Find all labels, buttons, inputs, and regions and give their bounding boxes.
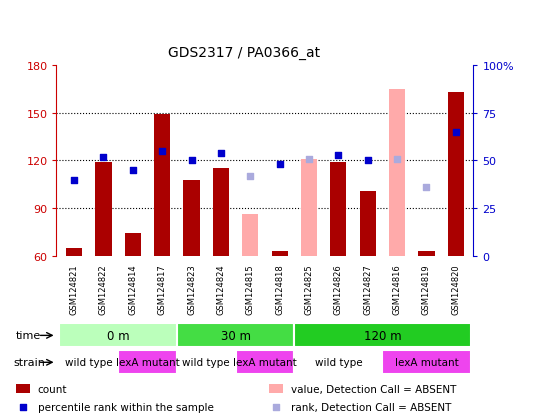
Bar [242,215,258,256]
Text: value, Detection Call = ABSENT: value, Detection Call = ABSENT [291,384,456,394]
Point [451,129,460,136]
Text: time: time [16,330,41,341]
Bar [269,384,284,393]
Text: GSM124820: GSM124820 [451,264,461,314]
Text: GSM124827: GSM124827 [363,264,372,314]
Text: lexA mutant: lexA mutant [116,357,179,368]
Point [187,158,196,164]
Bar [59,323,177,348]
Point [246,173,254,180]
Bar [330,163,346,256]
Text: GSM124825: GSM124825 [305,264,314,314]
Bar [294,350,383,375]
Bar [389,90,405,256]
Text: GSM124815: GSM124815 [246,264,255,314]
Bar [177,323,294,348]
Bar [125,234,141,256]
Text: GSM124826: GSM124826 [334,264,343,314]
Bar [183,180,200,256]
Bar [118,350,177,375]
Text: count: count [38,384,67,394]
Text: lexA mutant: lexA mutant [394,357,458,368]
Bar [59,350,118,375]
Text: wild type: wild type [65,357,112,368]
Text: GSM124819: GSM124819 [422,264,431,314]
Point [334,152,343,159]
Text: 30 m: 30 m [221,329,251,342]
Bar [360,191,376,256]
Point [99,154,108,161]
Text: 120 m: 120 m [364,329,401,342]
Bar [272,251,288,256]
Text: GDS2317 / PA0366_at: GDS2317 / PA0366_at [168,46,320,60]
Point [129,167,137,174]
Bar [177,350,236,375]
Point [305,156,313,162]
Bar [301,159,317,256]
Bar [294,323,471,348]
Point [422,184,431,191]
Point [158,148,166,155]
Text: wild type: wild type [182,357,230,368]
Text: rank, Detection Call = ABSENT: rank, Detection Call = ABSENT [291,402,451,413]
Point [70,177,79,183]
Point [364,158,372,164]
Text: GSM124816: GSM124816 [393,264,401,314]
Text: percentile rank within the sample: percentile rank within the sample [38,402,214,413]
Point [272,404,280,411]
Point [217,150,225,157]
Bar [383,350,471,375]
Text: GSM124821: GSM124821 [69,264,79,314]
Bar [236,350,294,375]
Point [275,161,284,168]
Text: lexA mutant: lexA mutant [233,357,297,368]
Text: GSM124818: GSM124818 [275,264,284,314]
Text: 0 m: 0 m [107,329,130,342]
Bar [95,163,111,256]
Bar [213,169,229,256]
Point [393,156,401,162]
Text: wild type: wild type [315,357,362,368]
Bar [448,93,464,256]
Bar [154,115,170,256]
Text: GSM124817: GSM124817 [158,264,167,314]
Bar [16,384,30,393]
Bar [66,248,82,256]
Text: strain: strain [13,357,45,368]
Point [19,404,27,411]
Bar [419,251,435,256]
Text: GSM124823: GSM124823 [187,264,196,314]
Text: GSM124822: GSM124822 [99,264,108,314]
Text: GSM124814: GSM124814 [129,264,137,314]
Text: GSM124824: GSM124824 [216,264,225,314]
